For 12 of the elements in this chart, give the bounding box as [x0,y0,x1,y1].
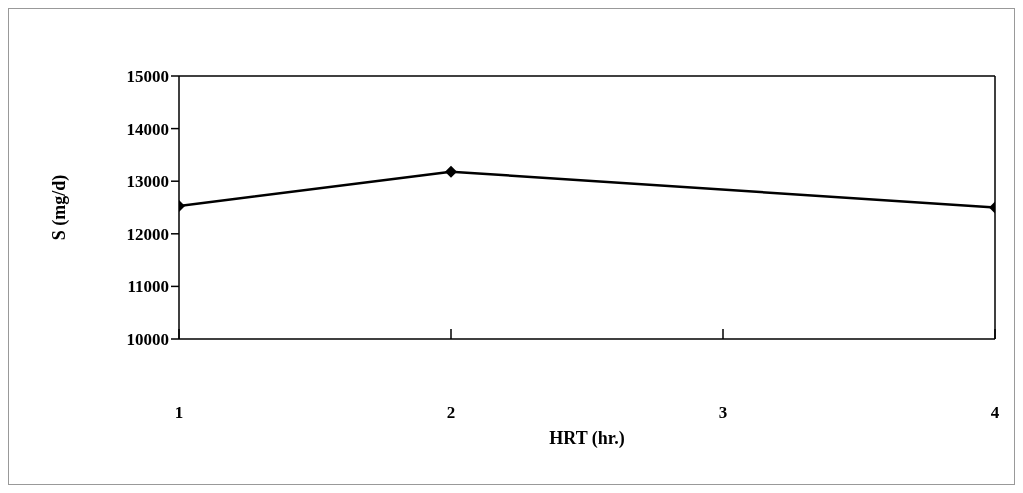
x-axis-title: HRT (hr.) [549,428,625,449]
y-tick-label: 14000 [126,119,169,139]
y-tick-label: 10000 [126,330,169,350]
y-axis-title: S (mg/d) [49,174,71,241]
x-tick-label: 1 [174,403,184,423]
y-tick-label: 12000 [126,224,169,244]
x-tick-label: 2 [446,403,456,423]
x-tick-label: 4 [990,403,1000,423]
y-tick-label: 11000 [127,277,169,297]
x-tick-label: 3 [718,403,728,423]
y-tick-label: 15000 [126,67,169,87]
y-tick-label: 13000 [126,172,169,192]
